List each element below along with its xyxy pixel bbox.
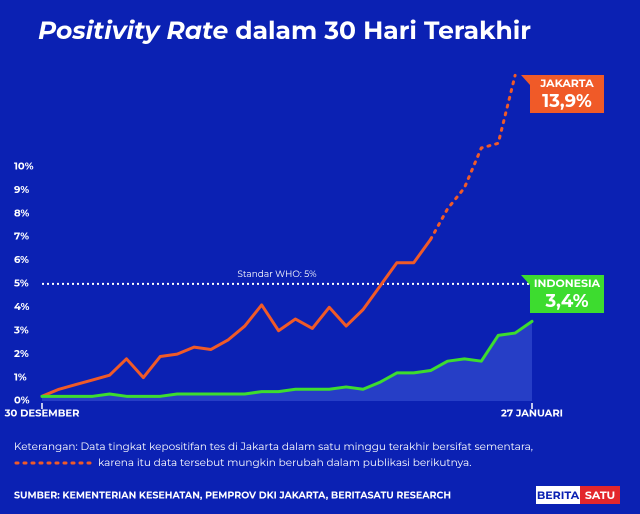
logo-box [536, 486, 580, 504]
y-tick-label: 6% [14, 253, 29, 266]
y-tick-label: 4% [14, 300, 30, 313]
label-box [530, 75, 604, 113]
logo-box [580, 486, 620, 504]
x-tick-label: 27 JANUARI [501, 407, 563, 420]
legend-label: INDONESIA [534, 276, 601, 290]
value-label: 13,9% [542, 90, 592, 112]
y-tick-label: 10% [14, 159, 34, 172]
y-tick-label: 8% [14, 206, 29, 219]
logo: SATU [585, 488, 615, 502]
label-pointer [521, 75, 530, 85]
line [40, 319, 534, 398]
x-tick-label: 30 DESEMBER [4, 407, 81, 420]
label-box [530, 275, 604, 313]
y-tick-label: 3% [13, 323, 29, 336]
note: karena itu data tersebut mungkin berubah… [98, 456, 471, 469]
source: SUMBER: KEMENTERIAN KESEHATAN, PEMPROV D… [14, 491, 451, 502]
chart-title: Positivity Rate dalam 30 Hari Terakhir [38, 16, 531, 46]
y-tick-label: 2% [14, 347, 29, 360]
y-tick-label: 0% [14, 394, 30, 407]
logo: BERITA [537, 488, 580, 502]
legend-label: JAKARTA [539, 76, 594, 90]
area [42, 321, 532, 401]
note: Keterangan: Data tingkat kepositifan tes… [14, 440, 533, 453]
y-tick-label: 5% [14, 277, 29, 290]
value-label: 3,4% [544, 290, 588, 312]
line [40, 237, 433, 398]
y-tick-label: 9% [14, 183, 29, 196]
y-tick-label: 7% [14, 230, 29, 243]
title-emphasis: Positivity Rate [38, 16, 228, 46]
label-pointer [521, 275, 530, 285]
title-rest: dalam 30 Hari Terakhir [235, 16, 531, 46]
reference-label: Standar WHO: 5% [237, 269, 317, 280]
line-dotted [429, 73, 517, 241]
y-tick-label: 1% [14, 370, 27, 383]
